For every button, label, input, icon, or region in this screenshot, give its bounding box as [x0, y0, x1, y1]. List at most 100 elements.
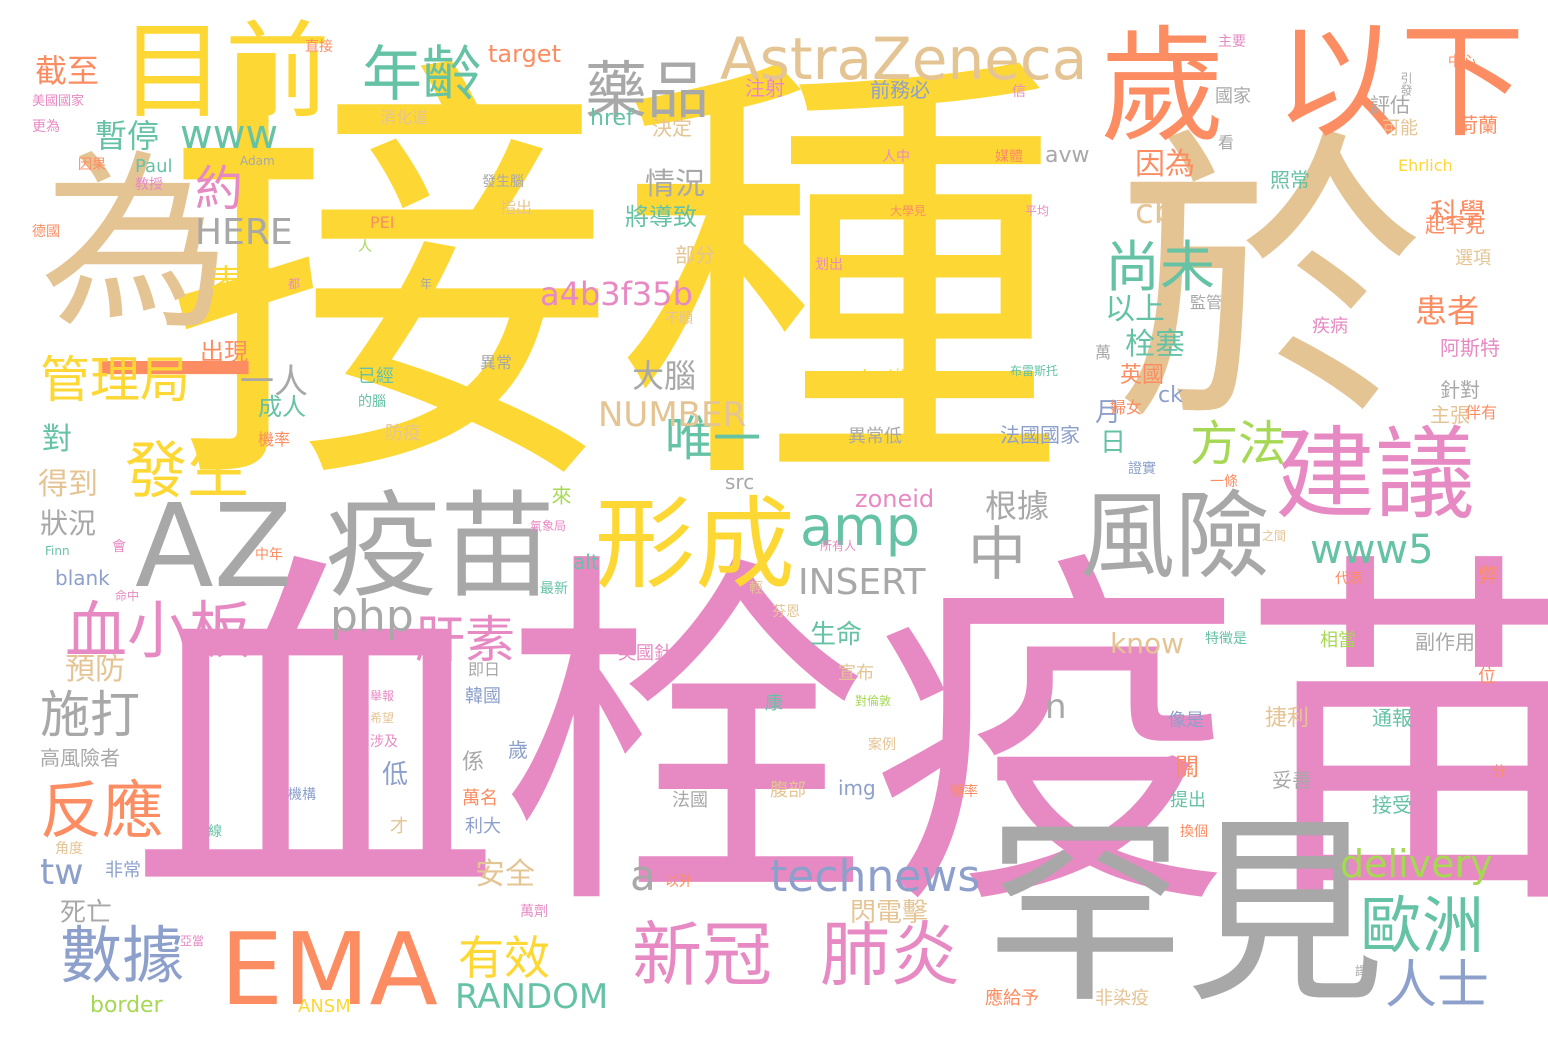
word: 捷利 [1265, 706, 1310, 731]
word: ANSM [298, 996, 351, 1017]
word: 教授 [135, 177, 163, 193]
word: www [180, 112, 279, 158]
word: a [630, 851, 656, 900]
word: 低 [382, 760, 409, 790]
word: Finn [45, 544, 70, 558]
word: 主張 [1430, 403, 1470, 427]
word: 罕見 [985, 798, 1386, 1031]
word: zoneid [855, 485, 935, 513]
word: 年 [420, 277, 433, 291]
word: 以下 [1275, 10, 1525, 155]
word: 選項 [1455, 248, 1491, 269]
word: 因果 [78, 157, 106, 173]
word: 有效 [458, 931, 550, 985]
word: 阿斯特 [1440, 336, 1500, 360]
word: 舉報 [370, 689, 395, 703]
word: 唯一 [665, 411, 762, 467]
word: 大腦 [632, 357, 697, 395]
word: 照常 [1270, 168, 1310, 192]
word: 都 [288, 277, 301, 291]
word: 接受 [1372, 793, 1412, 817]
word: 日 [1100, 428, 1127, 458]
word: 施打 [40, 686, 140, 744]
word: 預防 [65, 652, 125, 687]
word: 提出 [1170, 790, 1206, 811]
word: 通報 [1372, 706, 1412, 730]
word: 以上 [1105, 292, 1165, 327]
word: 可能 [1382, 118, 1418, 139]
word: 國家 [1215, 86, 1251, 107]
word: 更為 [32, 119, 60, 135]
word: 表示 [210, 262, 275, 300]
word: 英國 [1120, 363, 1165, 388]
word: 譯 [1355, 964, 1368, 978]
word: 即日 [468, 660, 501, 679]
word: 為 [40, 134, 231, 355]
word: 利大 [465, 816, 501, 837]
word: 輕 [747, 580, 763, 594]
word: 婦女 [1110, 398, 1143, 417]
word: 相當 [1320, 630, 1356, 651]
word: 死亡 [60, 898, 113, 928]
word: 芬恩 [772, 604, 800, 620]
word: img [838, 776, 876, 800]
word: AstraZeneca [720, 25, 1088, 93]
word: 疫苗 [325, 480, 556, 614]
word: 情況 [645, 167, 705, 202]
word: 以外 [665, 874, 693, 890]
word: Adam [240, 154, 275, 168]
word: 數據 [60, 919, 185, 992]
word: 得到 [38, 467, 98, 502]
word: 非染疫 [1095, 988, 1149, 1009]
word: 血栓疫苗 [130, 525, 1548, 955]
word: 防疫 [385, 423, 421, 444]
word: 的腦 [358, 394, 386, 410]
word: 看 [1218, 133, 1235, 152]
word: 分 [1492, 764, 1506, 780]
word: 部分 [675, 243, 715, 267]
word: 才 [390, 816, 408, 837]
word: 不願 [665, 311, 693, 327]
word: 根據 [985, 487, 1050, 525]
word: 監管 [1190, 293, 1223, 312]
word: 肝素 [415, 611, 515, 669]
word: 暫停 [95, 117, 160, 155]
word: 大學見 [890, 204, 927, 218]
word: EMA [220, 911, 438, 1028]
word: 中年 [255, 547, 283, 563]
word: 生命 [810, 620, 863, 650]
word: 異常 [480, 353, 513, 372]
word: 起罕見 [1425, 213, 1485, 237]
word: 媒體 [995, 149, 1023, 165]
word: 歲 [1100, 15, 1225, 160]
word: 機率 [258, 430, 291, 449]
word: 月 [1095, 398, 1122, 428]
word: 中 [968, 520, 1027, 588]
word: RANDOM [455, 977, 609, 1017]
word: HERE [195, 212, 293, 253]
word: know [1110, 627, 1184, 660]
word: cb [1135, 192, 1176, 232]
word: 宣布 [838, 663, 874, 684]
word: 直接 [305, 39, 333, 55]
word: Institut [862, 366, 926, 387]
word: 接種 [165, 18, 1065, 542]
word: 特徵是 [1205, 631, 1247, 647]
word: 發生腦 [482, 174, 524, 190]
word: 荷蘭 [1458, 113, 1498, 137]
word: 血小板 [65, 594, 252, 667]
word: 尚未 [1105, 235, 1216, 299]
word: Ehrlich [1398, 156, 1453, 175]
word: 萬劑 [520, 904, 548, 920]
word: 肺炎 [820, 914, 960, 996]
word: 高風險者 [40, 746, 120, 770]
word: 萬 [1095, 343, 1112, 362]
word: 應給予 [985, 988, 1039, 1009]
word: 涉及 [370, 734, 398, 750]
word: 閃電擊 [850, 898, 929, 928]
word: 評估 [1370, 93, 1410, 117]
word: 仍 [355, 631, 369, 647]
word: 一條 [1210, 474, 1238, 490]
word: 關 [1175, 753, 1199, 781]
word: 法國 [672, 790, 708, 811]
